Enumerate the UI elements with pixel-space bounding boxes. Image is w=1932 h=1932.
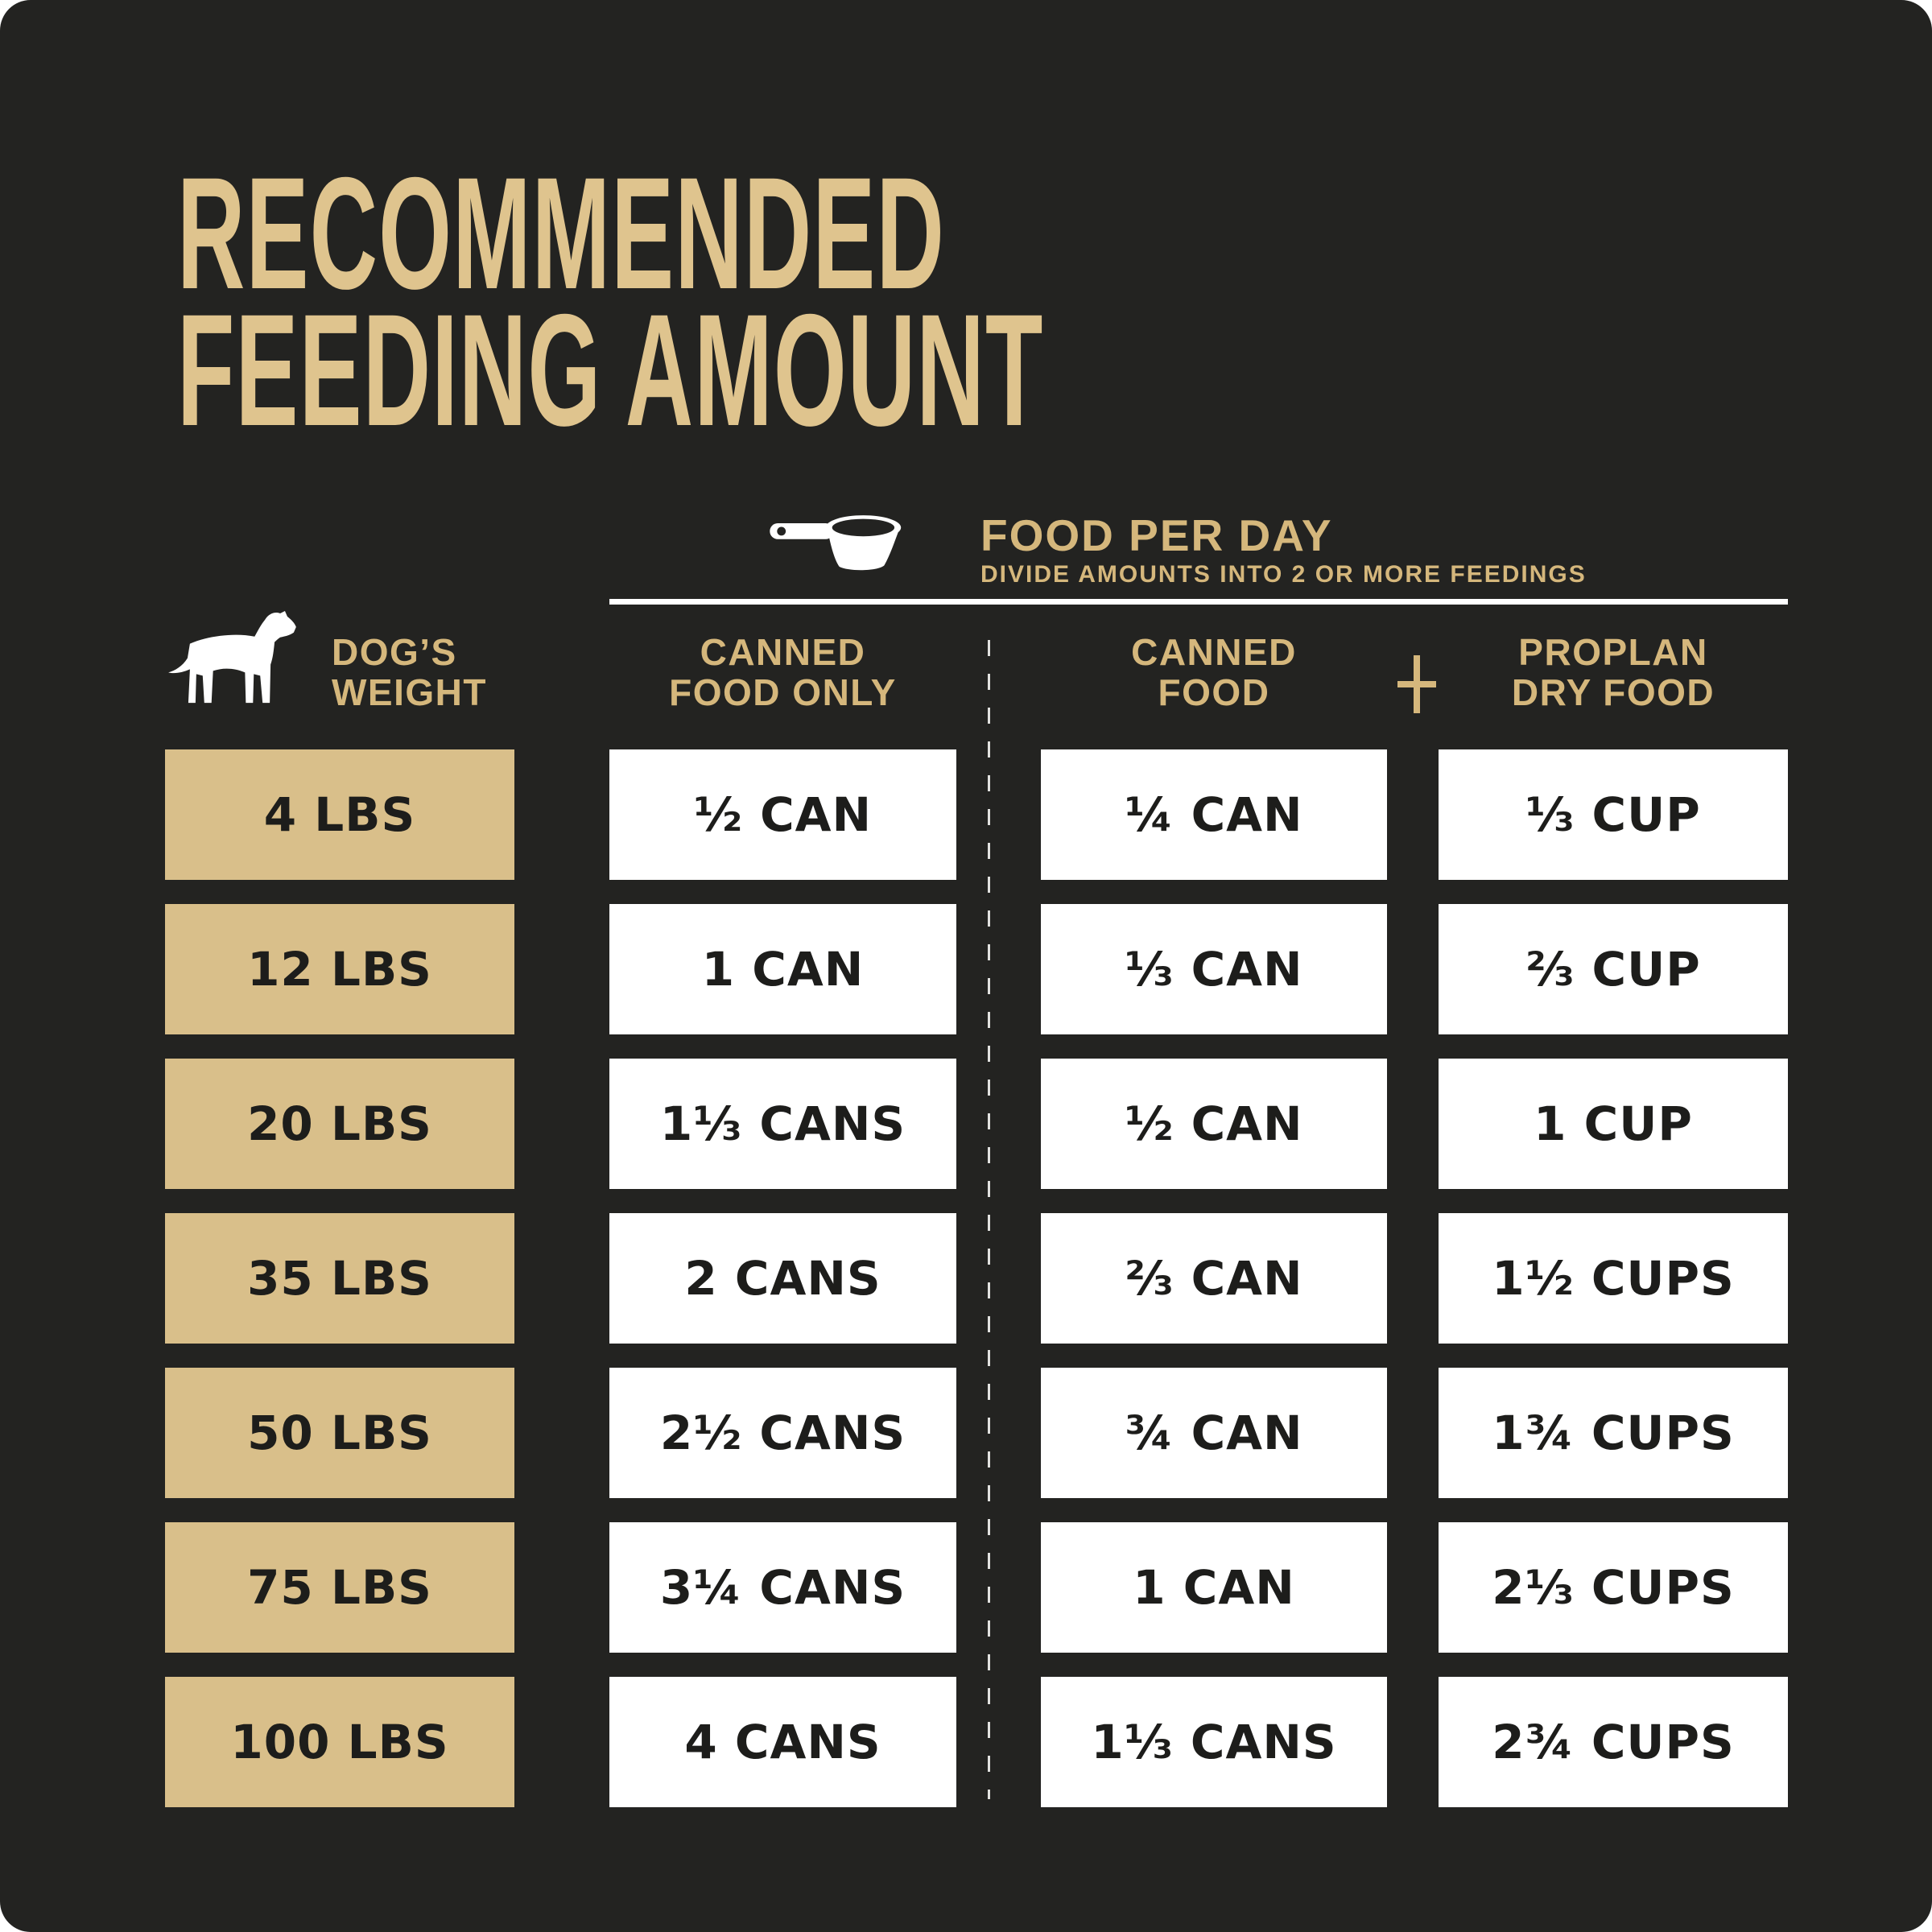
column-header-canned-food-only: CANNED FOOD ONLY [609, 632, 956, 712]
canned-cell: ¼ CAN [1041, 749, 1387, 880]
canned-only-cell: 2½ CANS [609, 1368, 956, 1498]
canned-cell: 1 CAN [1041, 1522, 1387, 1653]
dry-cell: 2⅓ CUPS [1439, 1522, 1788, 1653]
feeding-table: 4 LBS ½ CAN ¼ CAN ⅓ CUP 12 LBS 1 CAN ⅓ CAN ⅔ CU… [0, 749, 1932, 1831]
column-header-dry-line1: PROPLAN [1518, 631, 1708, 673]
page-title-line1: RECOMMENDED [177, 144, 946, 322]
weight-cell: 12 LBS [165, 904, 514, 1034]
column-header-dry-line2: DRY FOOD [1511, 671, 1715, 713]
dry-cell: ⅓ CUP [1439, 749, 1788, 880]
table-row: 100 LBS 4 CANS 1⅓ CANS 2¾ CUPS [0, 1677, 1932, 1807]
canned-cell: ½ CAN [1041, 1059, 1387, 1189]
horizontal-rule [609, 599, 1788, 605]
page-title: RECOMMENDED FEEDING AMOUNT [177, 144, 1646, 459]
weight-cell: 35 LBS [165, 1213, 514, 1344]
table-row: 50 LBS 2½ CANS ¾ CAN 1¾ CUPS [0, 1368, 1932, 1498]
dog-icon [168, 610, 296, 704]
column-header-canned-line2: FOOD [1158, 671, 1270, 713]
plus-icon [1397, 655, 1436, 713]
column-header-canned-only-line2: FOOD ONLY [669, 671, 897, 713]
canned-only-cell: ½ CAN [609, 749, 956, 880]
page-title-line2: FEEDING AMOUNT [177, 281, 1044, 459]
column-header-canned-line1: CANNED [1131, 631, 1297, 673]
column-header-dogs-weight-line2: WEIGHT [332, 671, 487, 713]
table-row: 75 LBS 3¼ CANS 1 CAN 2⅓ CUPS [0, 1522, 1932, 1653]
column-header-dogs-weight-line1: DOG’S [332, 631, 457, 673]
table-row: 12 LBS 1 CAN ⅓ CAN ⅔ CUP [0, 904, 1932, 1034]
canned-only-cell: 3¼ CANS [609, 1522, 956, 1653]
weight-cell: 20 LBS [165, 1059, 514, 1189]
canned-only-cell: 1⅓ CANS [609, 1059, 956, 1189]
canned-cell: ⅔ CAN [1041, 1213, 1387, 1344]
column-header-canned-food: CANNED FOOD [1041, 632, 1387, 712]
column-header-canned-only-line1: CANNED [700, 631, 866, 673]
measuring-cup-icon [770, 515, 902, 571]
dry-cell: 1½ CUPS [1439, 1213, 1788, 1344]
food-per-day-subheading: DIVIDE AMOUNTS INTO 2 OR MORE FEEDINGS [980, 561, 1587, 588]
canned-cell: ¾ CAN [1041, 1368, 1387, 1498]
column-header-dogs-weight: DOG’S WEIGHT [332, 632, 487, 712]
weight-cell: 100 LBS [165, 1677, 514, 1807]
dry-cell: 2¾ CUPS [1439, 1677, 1788, 1807]
canned-only-cell: 4 CANS [609, 1677, 956, 1807]
dry-cell: ⅔ CUP [1439, 904, 1788, 1034]
dashed-column-divider [988, 640, 990, 1799]
canned-only-cell: 1 CAN [609, 904, 956, 1034]
canned-cell: 1⅓ CANS [1041, 1677, 1387, 1807]
table-row: 35 LBS 2 CANS ⅔ CAN 1½ CUPS [0, 1213, 1932, 1344]
table-row: 4 LBS ½ CAN ¼ CAN ⅓ CUP [0, 749, 1932, 880]
canned-only-cell: 2 CANS [609, 1213, 956, 1344]
column-header-proplan-dry-food: PROPLAN DRY FOOD [1439, 632, 1788, 712]
food-per-day-heading: FOOD PER DAY [980, 510, 1333, 560]
dry-cell: 1 CUP [1439, 1059, 1788, 1189]
weight-cell: 50 LBS [165, 1368, 514, 1498]
canned-cell: ⅓ CAN [1041, 904, 1387, 1034]
dry-cell: 1¾ CUPS [1439, 1368, 1788, 1498]
table-row: 20 LBS 1⅓ CANS ½ CAN 1 CUP [0, 1059, 1932, 1189]
weight-cell: 75 LBS [165, 1522, 514, 1653]
weight-cell: 4 LBS [165, 749, 514, 880]
